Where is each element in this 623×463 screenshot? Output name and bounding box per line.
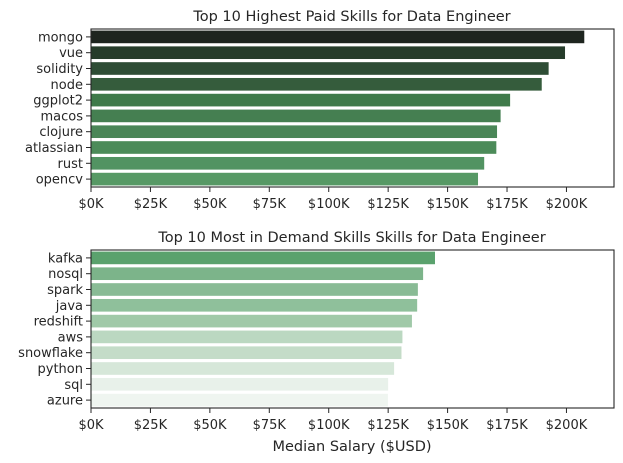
in-demand-bar-nosql	[91, 267, 424, 281]
top-paid-xtick-label: $100K	[308, 197, 350, 212]
in-demand-ytick-label-redshift: redshift	[34, 315, 83, 330]
in-demand-bar-kafka	[91, 251, 435, 265]
in-demand-ytick-label-sql: sql	[64, 378, 83, 393]
in-demand-xtick-label: $0K	[78, 418, 104, 433]
in-demand-xtick-label: $125K	[367, 418, 409, 433]
top-paid-bar-rust	[91, 156, 485, 170]
in-demand-xtick-label: $25K	[134, 418, 168, 433]
top-paid-axes-frame	[90, 28, 615, 188]
in-demand-xtick-label: $200K	[546, 418, 588, 433]
top-paid-ytick-label-solidity: solidity	[36, 62, 83, 77]
top-paid-xtick-label: $0K	[78, 197, 104, 212]
in-demand-ytick-label-snowflake: snowflake	[18, 346, 83, 361]
in-demand-chart-xlabel: Median Salary ($USD)	[272, 439, 431, 455]
top-paid-bar-solidity	[91, 62, 549, 75]
top-paid-bar-mongo	[91, 30, 585, 44]
top-paid-xtick-label: $150K	[427, 197, 469, 212]
top-paid-xtick-label: $25K	[134, 197, 168, 212]
top-paid-bar-atlassian	[91, 141, 497, 154]
in-demand-ytick-label-aws: aws	[58, 330, 84, 345]
top-paid-bar-clojure	[91, 125, 498, 139]
top-paid-ytick-label-node: node	[51, 78, 83, 93]
top-paid-bar-ggplot2	[91, 93, 511, 107]
in-demand-xtick-label: $175K	[486, 418, 528, 433]
top-paid-xtick-label: $125K	[367, 197, 409, 212]
top-paid-chart-plot: mongovuesoliditynodeggplot2macosclojurea…	[25, 28, 615, 212]
top-paid-ytick-label-vue: vue	[59, 46, 83, 61]
top-paid-ytick-label-atlassian: atlassian	[25, 141, 83, 156]
in-demand-bar-sql	[91, 377, 389, 391]
in-demand-xtick-label: $100K	[308, 418, 350, 433]
in-demand-bar-java	[91, 298, 418, 312]
top-paid-chart-title: Top 10 Highest Paid Skills for Data Engi…	[192, 9, 510, 25]
in-demand-bar-aws	[91, 330, 403, 344]
top-paid-ytick-label-macos: macos	[40, 109, 83, 124]
in-demand-bar-redshift	[91, 314, 412, 328]
in-demand-bar-python	[91, 362, 395, 375]
top-paid-xtick-label: $75K	[253, 197, 287, 212]
in-demand-xtick-label: $150K	[427, 418, 469, 433]
top-paid-ytick-label-clojure: clojure	[39, 125, 83, 140]
top-paid-xtick-label: $200K	[546, 197, 588, 212]
top-paid-chart: Top 10 Highest Paid Skills for Data Engi…	[25, 9, 615, 212]
in-demand-ytick-label-java: java	[55, 299, 83, 314]
in-demand-chart: Top 10 Most in Demand Skills Skills for …	[18, 230, 615, 455]
top-paid-bar-opencv	[91, 172, 479, 186]
in-demand-ytick-label-azure: azure	[47, 394, 83, 409]
top-paid-bar-macos	[91, 109, 501, 123]
in-demand-bar-snowflake	[91, 346, 402, 360]
in-demand-xtick-label: $75K	[253, 418, 287, 433]
in-demand-ytick-label-spark: spark	[47, 283, 83, 298]
in-demand-bar-azure	[91, 393, 388, 407]
in-demand-bar-spark	[91, 283, 418, 296]
top-paid-bar-vue	[91, 46, 566, 60]
top-paid-ytick-label-ggplot2: ggplot2	[33, 94, 83, 109]
in-demand-ytick-label-kafka: kafka	[48, 251, 83, 266]
in-demand-xtick-label: $50K	[193, 418, 227, 433]
in-demand-ytick-label-python: python	[38, 362, 83, 377]
in-demand-axes-frame	[90, 249, 615, 409]
top-paid-xtick-label: $175K	[486, 197, 528, 212]
in-demand-chart-plot: kafkanosqlsparkjavaredshiftawssnowflakep…	[18, 249, 615, 433]
top-paid-xtick-label: $50K	[193, 197, 227, 212]
in-demand-ytick-label-nosql: nosql	[48, 267, 83, 282]
top-paid-ytick-label-opencv: opencv	[36, 173, 84, 188]
top-paid-ytick-label-mongo: mongo	[38, 30, 83, 45]
in-demand-chart-title: Top 10 Most in Demand Skills Skills for …	[157, 230, 545, 246]
top-paid-ytick-label-rust: rust	[58, 157, 83, 172]
top-paid-bar-node	[91, 77, 542, 91]
